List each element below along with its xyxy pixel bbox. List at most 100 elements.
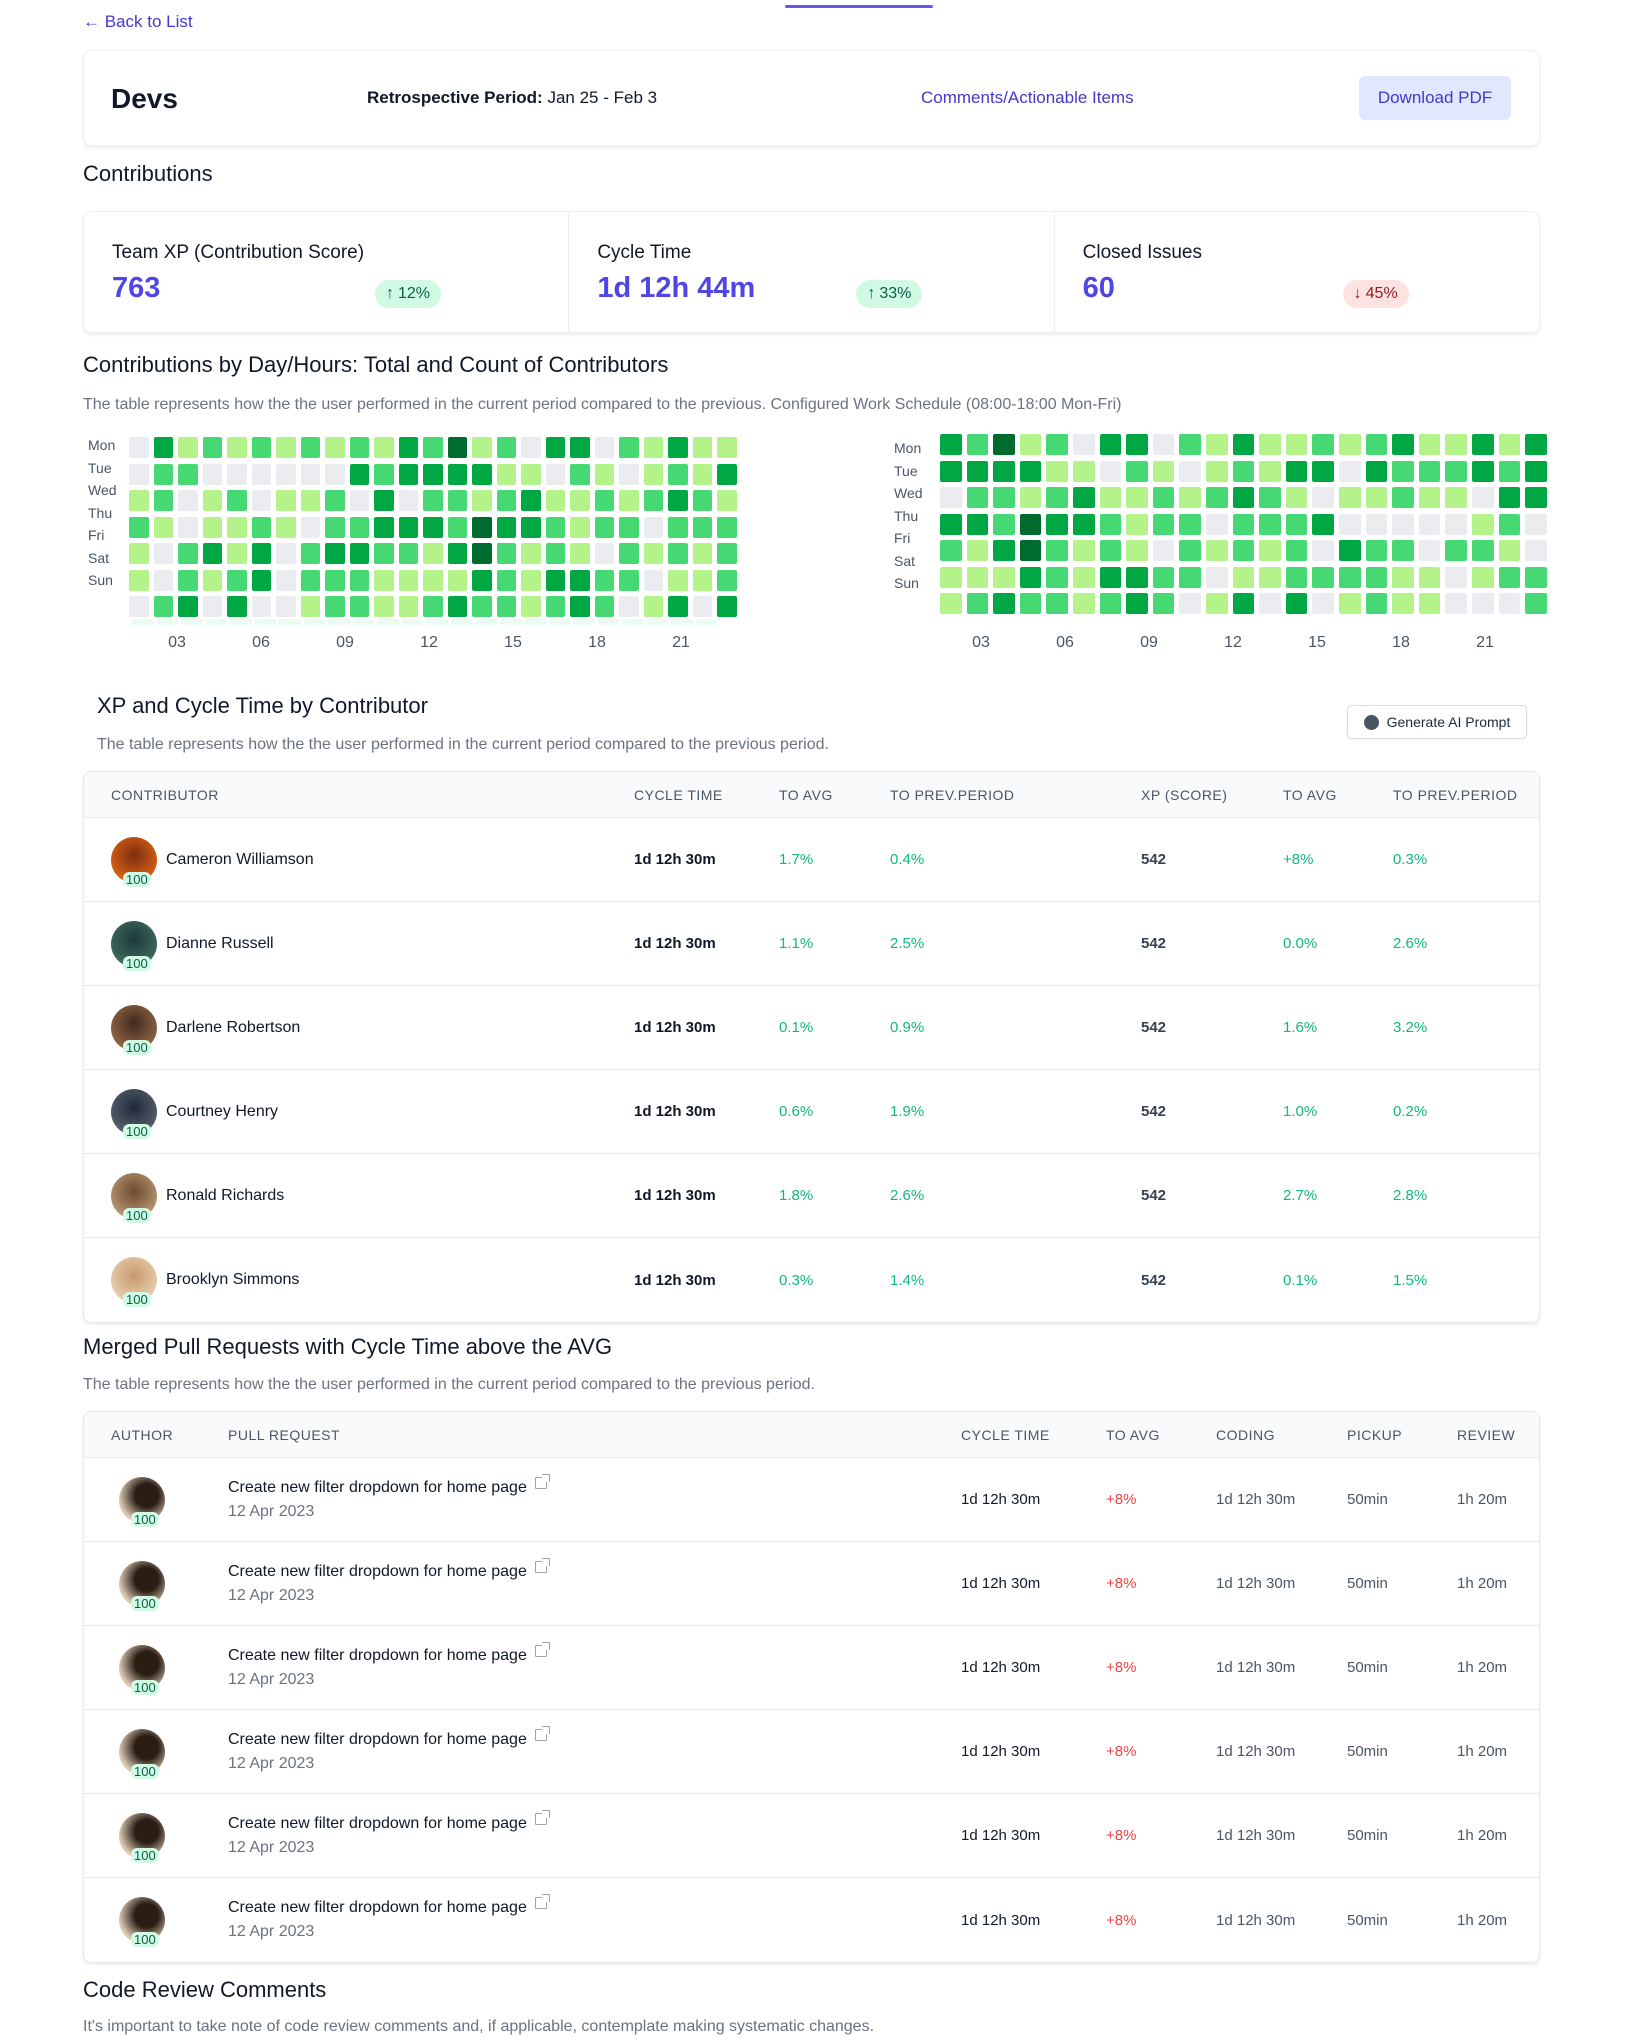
heatmap-cell <box>423 516 443 538</box>
heatmap-cell <box>472 516 492 538</box>
heatmap-cell <box>692 463 712 485</box>
comments-link[interactable]: Comments/Actionable Items <box>921 88 1134 107</box>
pickup-time: 50min <box>1347 1827 1388 1844</box>
table-row: 100 Create new filter dropdown for home p… <box>84 1794 1539 1878</box>
heatmap-cell <box>1232 593 1255 614</box>
heatmap-cell <box>521 543 541 564</box>
heatmap-cell <box>1073 487 1095 508</box>
to-avg: +8% <box>1106 1911 1137 1929</box>
cycle-time: 1d 12h 30m <box>634 1187 716 1204</box>
pr-title-text[interactable]: Create new filter dropdown for home page <box>228 1646 527 1664</box>
xp-to-avg: +8% <box>1283 851 1314 868</box>
pull-request-cell: Create new filter dropdown for home page… <box>228 1725 961 1773</box>
heatmap-cell <box>1126 566 1148 588</box>
avatar: 100 <box>119 1897 165 1947</box>
contributor-name[interactable]: Courtney Henry <box>166 1102 279 1120</box>
heatmap-cell <box>325 543 345 564</box>
heatmap-cell <box>153 543 173 564</box>
pull-request-title[interactable]: Create new filter dropdown for home page <box>228 1894 961 1917</box>
score-badge: 100 <box>123 1207 151 1223</box>
heatmap-cell <box>276 516 296 538</box>
heatmap-cell <box>178 596 198 617</box>
x-tick-label: 09 <box>336 634 354 651</box>
external-link-icon[interactable] <box>534 1557 550 1573</box>
pr-title-text[interactable]: Create new filter dropdown for home page <box>228 1562 527 1580</box>
pull-request-cell: Create new filter dropdown for home page… <box>228 1894 961 1941</box>
heatmap-cell <box>202 569 222 591</box>
heatmap-cell <box>251 543 271 564</box>
contributor-name[interactable]: Dianne Russell <box>166 934 274 952</box>
contributor-name[interactable]: Darlene Robertson <box>166 1018 301 1036</box>
pull-request-cell: Create new filter dropdown for home page… <box>228 1473 961 1521</box>
external-link-icon[interactable] <box>534 1894 550 1909</box>
heatmap-cell <box>1126 593 1148 614</box>
period-value: Jan 25 - Feb 3 <box>542 88 658 107</box>
contributor-cell: 100 Darlene Robertson <box>111 1004 634 1055</box>
heatmap-cell <box>668 543 688 564</box>
day-label: Wed <box>88 482 117 498</box>
day-label: Fri <box>894 530 911 546</box>
heatmap-cell <box>276 490 296 511</box>
heatmap-cell <box>398 596 418 617</box>
pr-title-text[interactable]: Create new filter dropdown for home page <box>228 1730 527 1748</box>
author-cell: 100 <box>111 1476 228 1527</box>
external-link-icon[interactable] <box>534 1641 550 1657</box>
pr-title-text[interactable]: Create new filter dropdown for home page <box>228 1899 527 1916</box>
heatmap-cell <box>1206 566 1228 588</box>
pull-request-title[interactable]: Create new filter dropdown for home page <box>228 1641 961 1665</box>
column-header: PICKUP <box>1347 1426 1403 1443</box>
heatmap-cell <box>1365 460 1388 482</box>
heatmap-cell <box>993 566 1015 588</box>
heatmap-cell <box>717 516 737 538</box>
heatmap-cell <box>643 543 663 564</box>
pr-title-text[interactable]: Create new filter dropdown for home page <box>228 1814 527 1832</box>
heatmap-cell <box>349 596 369 617</box>
score-badge: 100 <box>123 955 151 971</box>
pull-request-title[interactable]: Create new filter dropdown for home page <box>228 1473 961 1497</box>
column-header: TO PREV.PERIOD <box>890 786 1015 803</box>
contributor-cell: 100 Ronald Richards <box>111 1172 634 1223</box>
heatmap-cell <box>1126 513 1148 535</box>
x-tick-label: 15 <box>504 634 522 651</box>
arrow-down-icon: ↓ <box>1353 285 1362 302</box>
heatmap-footer-cell <box>646 618 668 625</box>
external-link-icon[interactable] <box>534 1725 550 1741</box>
cycle-to-avg: 1.7% <box>779 851 814 868</box>
heatmap-cell <box>1206 593 1228 614</box>
contributor-name[interactable]: Brooklyn Simmons <box>166 1271 300 1288</box>
x-tick-label: 21 <box>672 634 690 651</box>
xp-to-avg: 1.0% <box>1283 1103 1318 1120</box>
heatmap-cell <box>423 463 443 485</box>
heatmap-cell <box>153 516 173 538</box>
heatmap-cell <box>1445 513 1467 535</box>
score-badge: 100 <box>123 1039 151 1055</box>
back-to-list-link[interactable]: ← Back to List <box>83 12 193 31</box>
contributor-name[interactable]: Cameron Williamson <box>166 850 314 868</box>
heatmap-cell <box>349 463 369 485</box>
table-row: 100 Courtney Henry 1d 12h 30m 0.6% 1.9% 542 1.… <box>84 1070 1539 1154</box>
heatmap-cell <box>1392 434 1414 455</box>
heatmap-cell <box>594 596 614 617</box>
external-link-icon[interactable] <box>534 1473 550 1489</box>
contributor-name[interactable]: Ronald Richards <box>166 1186 285 1204</box>
pull-request-title[interactable]: Create new filter dropdown for home page <box>228 1725 961 1749</box>
external-link-icon[interactable] <box>534 1809 550 1825</box>
pull-request-title[interactable]: Create new filter dropdown for home page <box>228 1809 961 1833</box>
heatmap-cell <box>496 596 516 617</box>
heatmap-cell <box>1472 540 1494 561</box>
code-review-title: Code Review Comments <box>83 1977 327 2002</box>
heatmap-footer-cell <box>132 618 154 625</box>
pr-title-text[interactable]: Create new filter dropdown for home page <box>228 1478 527 1496</box>
download-pdf-button[interactable]: Download PDF <box>1359 76 1511 120</box>
heatmap-cell <box>1472 460 1494 482</box>
xp-to-prev: 2.6% <box>1393 935 1428 952</box>
column-header: CYCLE TIME <box>961 1426 1050 1443</box>
xp-score: 542 <box>1141 1187 1167 1204</box>
heatmap-cell <box>1073 513 1095 535</box>
pull-request-title[interactable]: Create new filter dropdown for home page <box>228 1557 961 1581</box>
heatmap-cell <box>619 437 639 458</box>
x-tick-label: 18 <box>1392 634 1410 651</box>
heatmap-cell <box>1418 513 1441 535</box>
generate-ai-prompt-button[interactable]: Generate AI Prompt <box>1347 705 1527 739</box>
heatmap-cell <box>1179 434 1201 455</box>
